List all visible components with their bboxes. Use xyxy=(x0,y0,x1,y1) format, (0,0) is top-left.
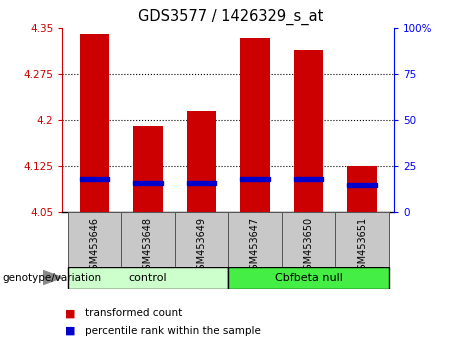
Bar xyxy=(282,212,335,267)
Bar xyxy=(240,38,270,212)
Text: transformed count: transformed count xyxy=(85,308,183,318)
Polygon shape xyxy=(43,270,62,285)
Text: genotype/variation: genotype/variation xyxy=(2,273,101,282)
Text: ■: ■ xyxy=(65,308,75,318)
Text: GSM453650: GSM453650 xyxy=(303,217,313,276)
Bar xyxy=(335,212,389,267)
Bar xyxy=(121,212,175,267)
Text: GSM453649: GSM453649 xyxy=(196,217,207,276)
Bar xyxy=(347,183,377,187)
Text: GSM453646: GSM453646 xyxy=(89,217,100,276)
Bar xyxy=(228,267,389,289)
Bar xyxy=(68,267,228,289)
Bar xyxy=(187,111,216,212)
Bar xyxy=(80,177,109,181)
Text: percentile rank within the sample: percentile rank within the sample xyxy=(85,326,261,336)
Text: GSM453651: GSM453651 xyxy=(357,217,367,276)
Bar xyxy=(294,177,323,181)
Text: Cbfbeta null: Cbfbeta null xyxy=(275,273,343,282)
Bar xyxy=(133,126,163,212)
Bar xyxy=(228,212,282,267)
Bar xyxy=(294,50,323,212)
Text: ■: ■ xyxy=(65,326,75,336)
Bar xyxy=(133,181,163,185)
Text: GDS3577 / 1426329_s_at: GDS3577 / 1426329_s_at xyxy=(138,9,323,25)
Bar xyxy=(175,212,228,267)
Bar xyxy=(80,34,109,212)
Bar xyxy=(68,212,121,267)
Bar xyxy=(187,181,216,185)
Bar xyxy=(347,166,377,212)
Bar xyxy=(240,177,270,181)
Text: GSM453648: GSM453648 xyxy=(143,217,153,276)
Text: GSM453647: GSM453647 xyxy=(250,217,260,276)
Text: control: control xyxy=(129,273,167,282)
